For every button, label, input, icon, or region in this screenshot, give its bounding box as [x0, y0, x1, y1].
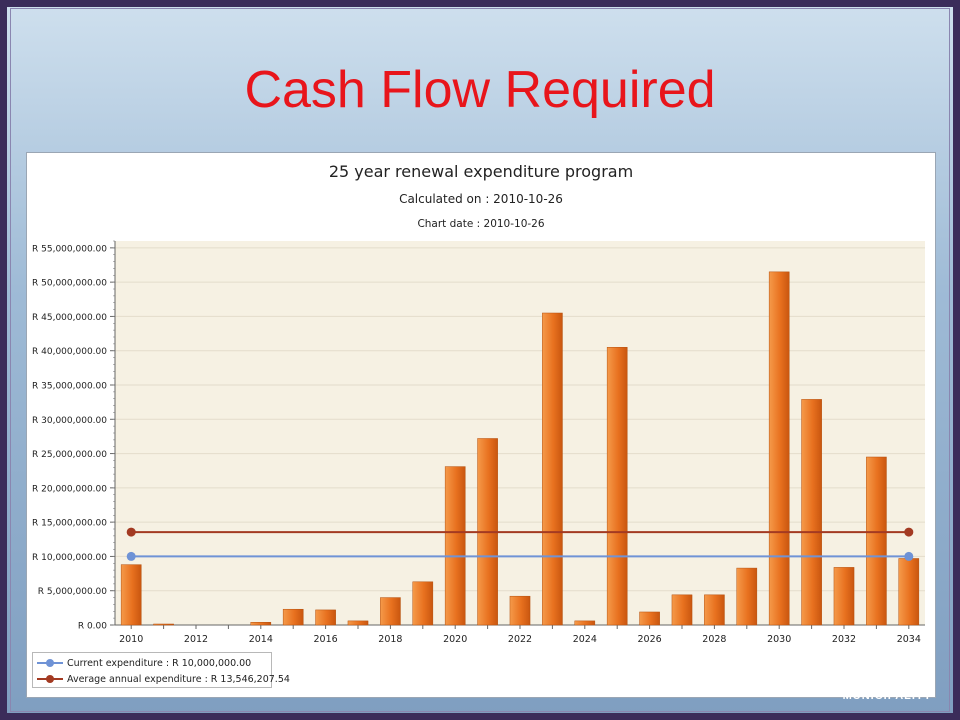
bar-2033 — [866, 456, 887, 626]
y-tick-label: R 10,000,000.00 — [32, 553, 107, 563]
y-tick-label: R 0.00 — [78, 622, 107, 632]
current-expenditure-line-end-point — [904, 551, 914, 561]
y-tick-label: R 30,000,000.00 — [32, 416, 107, 426]
reference-lines — [126, 527, 914, 561]
legend-item-average: Average annual expenditure : R 13,546,20… — [37, 671, 290, 687]
y-axis: R 0.00 R 5,000,000.00 R 10,000,000.00 R 15,… — [32, 240, 116, 632]
x-tick-label: 2018 — [378, 634, 402, 645]
bar-2024 — [574, 620, 596, 626]
x-tick-label: 2012 — [184, 634, 208, 645]
y-tick-label: R 5,000,000.00 — [38, 587, 108, 597]
plot-area — [115, 241, 925, 625]
bar-2034 — [898, 558, 920, 626]
x-tick-label: 2026 — [638, 634, 662, 645]
legend-swatch-average — [37, 673, 63, 685]
bar-2025 — [606, 347, 628, 626]
legend-label-current: Current expenditure : R 10,000,000.00 — [67, 657, 252, 669]
y-tick-label: R 25,000,000.00 — [32, 450, 107, 460]
y-tick-label: R 55,000,000.00 — [32, 244, 107, 254]
legend-swatch-current — [37, 657, 63, 669]
y-tick-label: R 20,000,000.00 — [32, 484, 107, 494]
x-tick-label: 2022 — [508, 634, 532, 645]
gridlines — [115, 247, 925, 626]
bar-2010 — [120, 564, 142, 626]
average-expenditure-line-end-point — [904, 527, 914, 537]
x-tick-label: 2028 — [702, 634, 726, 645]
bar-2011 — [153, 623, 174, 626]
x-tick-label: 2016 — [314, 634, 338, 645]
bar-2014 — [250, 622, 272, 626]
y-tick-label: R 45,000,000.00 — [32, 313, 107, 323]
y-tick-label: R 15,000,000.00 — [32, 519, 107, 529]
chart-title: 25 year renewal expenditure program — [329, 162, 633, 181]
legend-label-average: Average annual expenditure : R 13,546,20… — [67, 673, 290, 685]
x-axis: 2010 2012 2014 2016 2018 2020 2022 2024 2026 2028… — [115, 624, 925, 645]
bar-2015 — [282, 608, 304, 626]
chart-legend: Current expenditure : R 10,000,000.00 Av… — [32, 652, 290, 688]
x-tick-label: 2020 — [443, 634, 467, 645]
x-tick-label: 2014 — [249, 634, 273, 645]
chart-panel: 25 year renewal expenditure program Calc… — [26, 152, 936, 698]
x-tick-label: 2032 — [832, 634, 856, 645]
y-tick-label: R 35,000,000.00 — [32, 382, 107, 392]
bar-2022 — [509, 595, 531, 626]
legend-item-current: Current expenditure : R 10,000,000.00 — [37, 655, 251, 671]
slide-inner-border — [10, 8, 950, 712]
bar-2026 — [639, 611, 660, 626]
bar-2029 — [736, 567, 758, 626]
chart-subtitle: Calculated on : 2010-10-26 — [399, 192, 563, 206]
bar-2018 — [380, 597, 401, 626]
bar-2027 — [671, 594, 693, 626]
x-tick-label: 2030 — [767, 634, 791, 645]
bar-2032 — [833, 567, 855, 626]
bar-chart: 25 year renewal expenditure program Calc… — [32, 162, 925, 645]
x-tick-label: 2010 — [119, 634, 143, 645]
current-expenditure-line-start-point — [126, 551, 136, 561]
bar-2031 — [801, 399, 822, 626]
y-tick-label: R 40,000,000.00 — [32, 347, 107, 357]
brand-text: MUNICIPALITY — [842, 690, 932, 702]
bar-2030 — [768, 271, 790, 626]
bar-2016 — [315, 609, 336, 626]
slide-title: Cash Flow Required — [244, 61, 716, 119]
bar-2017 — [347, 620, 369, 626]
bar-2020 — [444, 466, 466, 626]
bar-2028 — [704, 594, 725, 626]
average-expenditure-line-start-point — [126, 527, 136, 537]
x-tick-label: 2024 — [573, 634, 597, 645]
bar-2019 — [412, 581, 434, 626]
y-tick-label: R 50,000,000.00 — [32, 279, 107, 289]
chart-subtitle-date: Chart date : 2010-10-26 — [417, 218, 544, 230]
x-tick-label: 2034 — [897, 634, 921, 645]
bar-2023 — [542, 312, 563, 626]
